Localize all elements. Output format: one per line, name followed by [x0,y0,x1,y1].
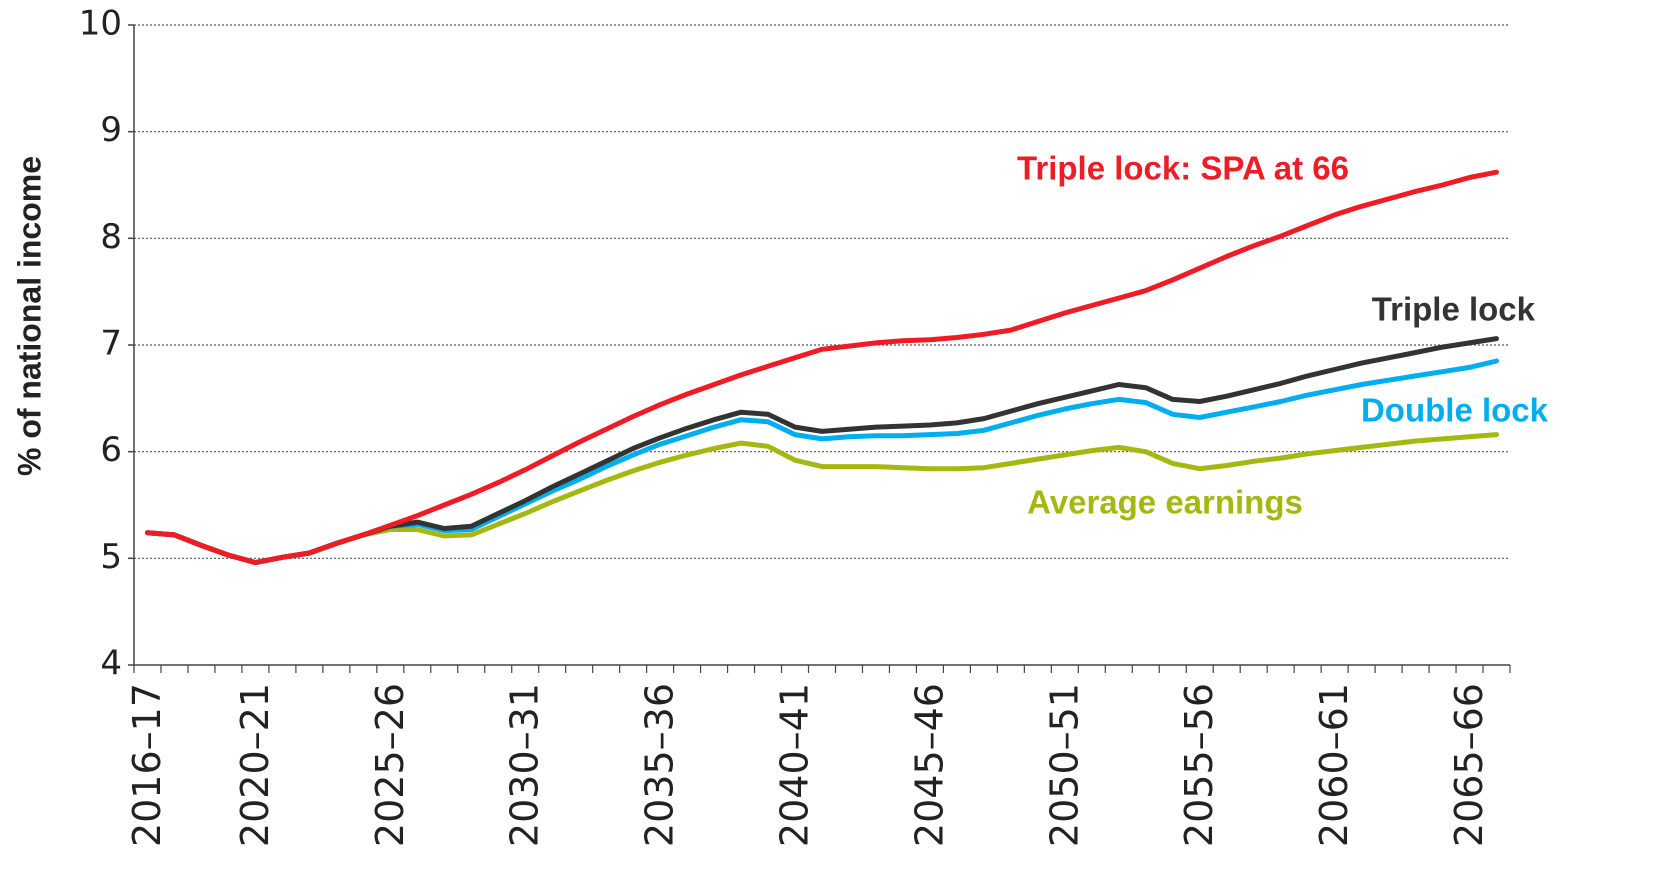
x-tick-label: 2020–21 [233,683,277,847]
series-label: Double lock [1361,392,1549,429]
series-label: Triple lock [1372,291,1536,328]
x-tick-label: 2045–46 [907,683,951,847]
y-tick-label: 5 [100,537,122,577]
series-label: Triple lock: SPA at 66 [1017,150,1349,187]
x-tick-label: 2065–66 [1447,683,1491,847]
x-tick-label: 2035–36 [638,683,682,847]
series-line [145,169,1499,566]
y-tick-label: 10 [79,4,122,44]
y-tick-label: 8 [100,217,122,257]
x-tick-label: 2025–26 [368,683,412,847]
x-tick-label: 2040–41 [773,683,817,847]
x-tick-label: 2030–31 [503,683,547,847]
y-tick-label: 7 [100,324,122,364]
y-tick-label: 4 [100,644,122,684]
y-tick-label: 9 [100,110,122,150]
x-tick-label: 2050–51 [1042,683,1086,847]
series-label: Average earnings [1027,484,1303,521]
series-line [145,336,1499,566]
x-tick-label: 2055–56 [1177,683,1221,847]
series-line [145,358,1499,566]
y-axis-label: % of national income [11,156,47,476]
x-tick-label: 2016–17 [125,683,169,847]
y-tick-label: 6 [100,430,122,470]
x-tick-label: 2060–61 [1312,683,1356,847]
